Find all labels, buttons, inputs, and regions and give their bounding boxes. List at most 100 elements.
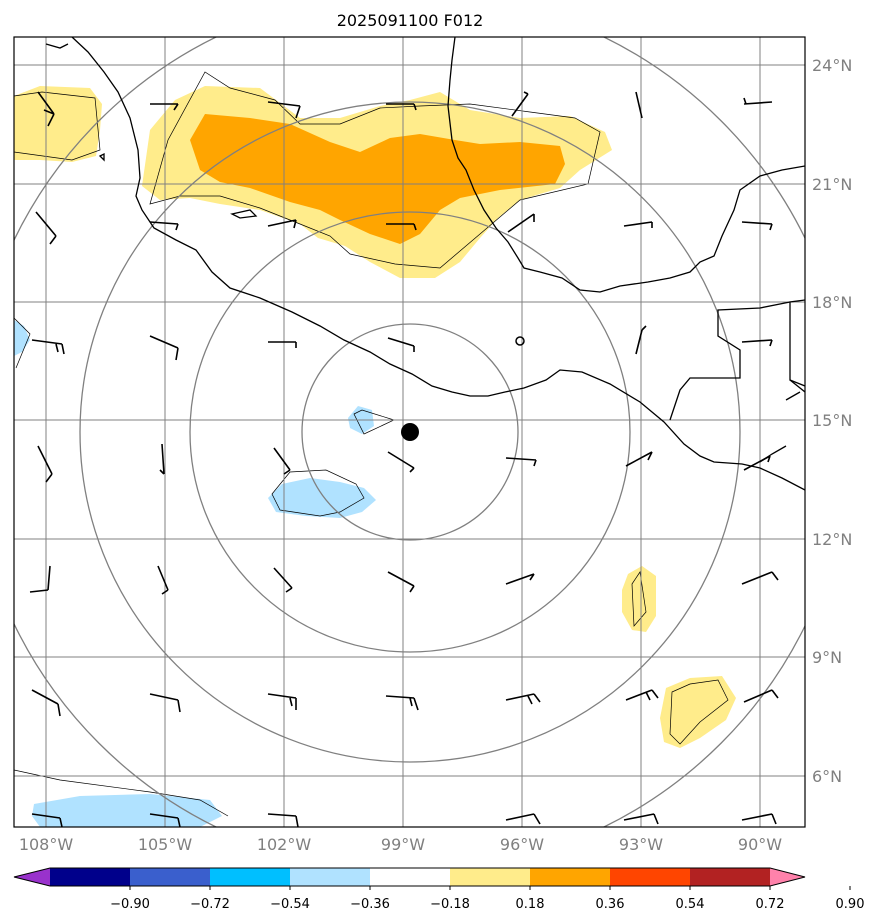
lon-label: 90°W: [738, 835, 782, 854]
colorbar-tick-label: 0.90: [836, 897, 865, 912]
contour-west: [14, 91, 101, 161]
wind-barb: [387, 571, 415, 593]
colorbar-tick-label: −0.36: [350, 897, 390, 912]
wind-barb: [268, 341, 297, 348]
lat-label: 24°N: [812, 56, 852, 75]
wind-barb: [507, 213, 535, 233]
wind-barb: [511, 91, 529, 117]
colorbar-tick-label: 0.36: [596, 897, 625, 912]
warm-anomaly-region-west: [14, 86, 102, 162]
lon-label: 93°W: [619, 835, 663, 854]
wind-barb: [741, 571, 779, 585]
wind-barb: [386, 103, 417, 111]
contour-north: [149, 71, 601, 269]
wind-barb: [31, 339, 65, 355]
wind-barb: [159, 443, 165, 475]
wind-barb: [35, 211, 57, 245]
lon-label: 102°W: [257, 835, 312, 854]
wind-barb: [505, 573, 535, 585]
colorbar-segment: [690, 868, 771, 886]
island-tiny: [98, 152, 105, 162]
lat-label: 6°N: [812, 767, 842, 786]
border-belize: [789, 379, 805, 393]
range-ring-2: [189, 211, 631, 653]
colorbar-segment: [370, 868, 451, 886]
coastlines: [45, 37, 805, 491]
cool-anomaly-region-west-edge: [14, 320, 30, 356]
lon-label: 99°W: [381, 835, 425, 854]
wind-barb: [150, 103, 179, 111]
lat-label: 12°N: [812, 530, 852, 549]
colorbar-segment: [50, 868, 131, 886]
island-marker: [515, 336, 525, 346]
wind-barb: [37, 445, 53, 483]
contour-southeast: [669, 679, 729, 745]
map-area: [14, 37, 805, 827]
wind-barb: [625, 689, 659, 701]
colorbar-segment: [290, 868, 371, 886]
wind-barb: [31, 689, 61, 717]
wind-barb: [149, 221, 179, 231]
longitude-labels: 108°W 105°W 102°W 99°W 96°W 93°W 90°W: [19, 835, 782, 854]
wind-barb: [387, 337, 415, 352]
colorbar-tick-label: −0.54: [270, 897, 310, 912]
wind-barbs: [29, 91, 779, 827]
colorbar-extend-high: [770, 868, 805, 886]
wind-barb: [267, 101, 301, 119]
lat-label: 9°N: [812, 648, 842, 667]
colorbar-segment: [130, 868, 211, 886]
wind-barb: [741, 339, 773, 347]
wind-barb: [625, 451, 653, 467]
island-small: [230, 209, 258, 219]
colorbar-segment: [610, 868, 691, 886]
cool-anomaly-region-center: [268, 478, 376, 518]
colorbar-segment: [530, 868, 611, 886]
wind-barb: [743, 689, 779, 703]
wind-barb: [635, 325, 647, 355]
storm-center-marker: [401, 423, 419, 441]
colorbar-segments: [14, 868, 805, 886]
wind-barb: [37, 91, 55, 127]
lon-label: 108°W: [19, 835, 74, 854]
wind-barb: [505, 693, 541, 705]
coastline-yucatan-east: [789, 299, 805, 387]
colorbar-tick-label: −0.72: [190, 897, 230, 912]
lat-label: 18°N: [812, 293, 852, 312]
contour-center: [271, 469, 365, 517]
colorbar-tick-label: 0.54: [676, 897, 705, 912]
colorbar-tick-label: −0.18: [430, 897, 470, 912]
colorbar-segment: [210, 868, 291, 886]
figure-title: 2025091100 F012: [337, 11, 484, 30]
contour-west-edge: [14, 317, 31, 369]
wind-barb: [267, 219, 297, 229]
warm-anomaly-region-southeast: [660, 676, 736, 748]
contour-southwest: [14, 769, 229, 817]
coastline-gulf-mexico: [447, 37, 805, 293]
wind-barb: [157, 565, 169, 595]
wind-barb: [273, 447, 291, 475]
wind-barb: [29, 565, 51, 593]
colorbar-tick-label: 0.72: [756, 897, 785, 912]
wind-barb: [149, 693, 181, 713]
wind-barb: [267, 693, 297, 710]
wind-barb: [743, 455, 771, 471]
lat-label: 21°N: [812, 175, 852, 194]
coastline-pacific-mexico: [71, 37, 805, 491]
warm-anomaly-region-south: [622, 566, 656, 632]
wind-barb: [741, 813, 777, 825]
anomaly-contours: [14, 71, 729, 817]
colorbar-tick-label: −0.90: [110, 897, 150, 912]
wind-barb: [743, 97, 773, 105]
wind-barb: [385, 695, 419, 711]
lon-label: 105°W: [138, 835, 193, 854]
wind-barb: [505, 457, 537, 467]
wind-barb: [623, 221, 653, 228]
range-ring-3: [79, 101, 741, 763]
latitude-labels: 24°N 21°N 18°N 15°N 12°N 9°N 6°N: [812, 56, 852, 786]
wind-barb: [273, 567, 293, 593]
colorbar-tick-label: 0.18: [516, 897, 545, 912]
border-guatemala-mexico: [669, 301, 791, 421]
wind-barb: [386, 223, 417, 231]
wind-barb: [387, 451, 415, 473]
wind-barb: [741, 221, 773, 231]
